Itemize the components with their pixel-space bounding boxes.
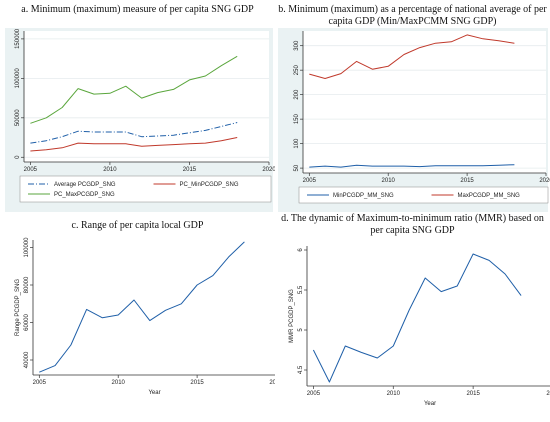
y-tick-label-4: 250 <box>294 65 300 76</box>
series-line-0 <box>39 241 245 373</box>
y-tick-label-2: 5.5 <box>298 285 304 294</box>
series-line-0 <box>312 253 522 383</box>
x-tick-label-0: 2005 <box>307 391 321 397</box>
x-tick-label-2: 2015 <box>190 380 204 386</box>
x-tick-label-3: 2020 <box>262 167 275 173</box>
legend-label-0: MinPCGDP_MM_SNG <box>333 193 394 199</box>
x-tick-label-1: 2010 <box>387 391 401 397</box>
x-tick-label-2: 2015 <box>183 167 197 173</box>
x-tick-label-2: 2015 <box>460 178 474 184</box>
y-axis-title: MMR PCGDP_SNG <box>289 289 295 343</box>
x-tick-label-0: 2005 <box>24 167 38 173</box>
x-tick-label-1: 2010 <box>382 178 396 184</box>
chart-b: 50 100 150 200 250 300 2005 2010 2015 2020 MinPCGD… <box>278 28 550 212</box>
legend-label-1: PC_MinPCGDP_SNG <box>180 182 239 188</box>
series-line-0 <box>30 122 238 144</box>
legend-label-0: Average PCGDP_SNG <box>54 182 116 188</box>
x-tick-label-0: 2005 <box>303 178 317 184</box>
y-tick-label-3: 200 <box>294 89 300 100</box>
y-tick-label-1: 50000 <box>15 109 21 126</box>
y-tick-label-0: 4.5 <box>298 365 304 374</box>
series-line-2 <box>30 55 238 124</box>
y-tick-label-1: 5 <box>298 328 304 332</box>
legend-label-1: MaxPCGDP_MM_SNG <box>458 193 521 199</box>
x-tick-label-2: 2015 <box>466 391 480 397</box>
legend-label-2: PC_MaxPCGDP_SNG <box>54 192 115 198</box>
chart-d-title: d. The dynamic of Maximum-to-minimum rat… <box>281 213 544 236</box>
x-tick-label-3: 2020 <box>539 178 550 184</box>
chart-b-title: b. Minimum (maximum) as a percentage of … <box>278 4 547 27</box>
x-tick-label-3: 2020 <box>269 380 275 386</box>
chart-d: 4.5 5 5.5 6 2005 2010 2015 2020 Year MMR PCGDP_SN… <box>289 246 550 407</box>
y-tick-label-3: 150000 <box>15 28 21 49</box>
chart-c-title: c. Range of per capita local GDP <box>71 220 204 231</box>
series-line-1 <box>309 34 515 79</box>
chart-a-title: a. Minimum (maximum) measure of per capi… <box>21 4 254 15</box>
x-tick-label-3: 2020 <box>546 391 550 397</box>
y-axis-title: Range PCGDP_SNG <box>15 279 21 336</box>
x-tick-label-1: 2010 <box>103 167 117 173</box>
y-tick-label-3: 6 <box>298 248 304 252</box>
y-tick-label-2: 100000 <box>15 68 21 89</box>
y-tick-label-2: 80000 <box>24 276 30 293</box>
y-tick-label-3: 100000 <box>24 237 30 258</box>
y-tick-label-2: 150 <box>294 113 300 124</box>
x-axis-title: Year <box>148 390 160 396</box>
y-tick-label-0: 0 <box>15 155 21 159</box>
series-line-1 <box>30 137 238 152</box>
y-tick-label-0: 50 <box>294 164 300 171</box>
y-tick-label-1: 100 <box>294 138 300 149</box>
x-axis-title: Year <box>424 401 436 407</box>
y-tick-label-0: 40000 <box>24 351 30 368</box>
chart-a: 0 50000 100000 150000 2005 2010 2015 2020 Averag… <box>5 28 275 212</box>
legend-box <box>19 175 272 203</box>
legend-box <box>298 186 549 204</box>
chart-c: 40000 60000 80000 100000 2005 2010 2015 2020 Yea… <box>15 237 275 396</box>
x-tick-label-1: 2010 <box>112 380 126 386</box>
y-tick-label-1: 60000 <box>24 313 30 330</box>
y-tick-label-5: 300 <box>294 40 300 51</box>
series-line-0 <box>309 164 515 168</box>
plot-area <box>303 31 546 173</box>
x-tick-label-0: 2005 <box>33 380 47 386</box>
